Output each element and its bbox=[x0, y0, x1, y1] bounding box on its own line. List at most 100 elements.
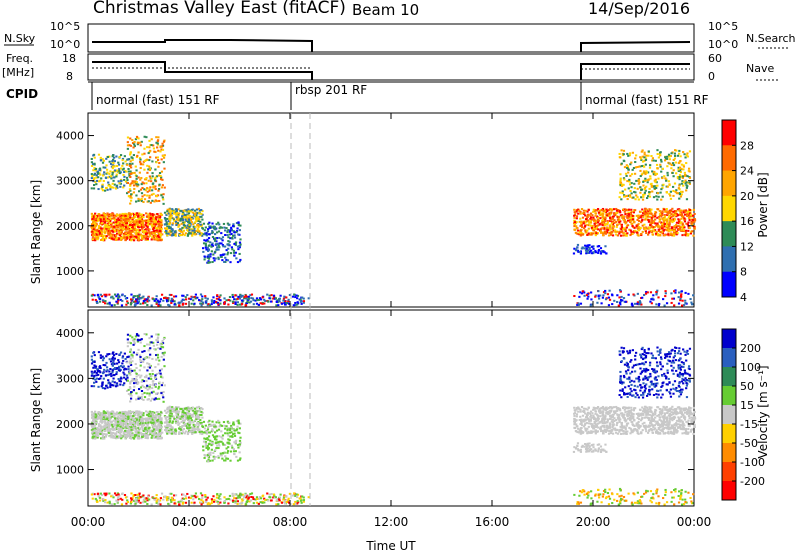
power-echo bbox=[663, 208, 666, 211]
power-echo bbox=[115, 155, 118, 158]
power-echo bbox=[573, 228, 576, 231]
power-echo bbox=[634, 209, 637, 212]
power-echo bbox=[186, 228, 189, 231]
velocity-echo bbox=[106, 417, 109, 420]
power-echo bbox=[688, 181, 691, 184]
velocity-echo bbox=[107, 415, 110, 418]
power-echo bbox=[148, 175, 152, 178]
velocity-echo bbox=[130, 353, 133, 356]
power-echo bbox=[138, 212, 141, 215]
power-echo bbox=[685, 162, 688, 165]
velocity-echo bbox=[100, 431, 103, 434]
power-echo bbox=[287, 300, 290, 303]
power-echo bbox=[657, 296, 660, 299]
power-echo bbox=[684, 179, 687, 182]
power-echo bbox=[608, 298, 612, 301]
power-echo bbox=[158, 216, 161, 219]
power-echo bbox=[227, 240, 230, 243]
power-echo bbox=[166, 297, 169, 300]
power-echo bbox=[602, 291, 606, 294]
power-echo bbox=[163, 227, 167, 230]
power-echo bbox=[126, 232, 129, 235]
power-echo bbox=[162, 193, 165, 196]
power-echo bbox=[277, 299, 281, 302]
power-echo bbox=[118, 295, 121, 298]
power-echo bbox=[234, 301, 237, 304]
power-echo bbox=[125, 170, 128, 173]
power-echo bbox=[129, 199, 133, 202]
power-echo bbox=[225, 249, 228, 252]
power-echo bbox=[665, 155, 669, 158]
power-echo bbox=[612, 208, 616, 211]
velocity-echo bbox=[148, 394, 151, 397]
power-echo bbox=[206, 297, 209, 300]
power-echo bbox=[169, 221, 172, 224]
power-echo bbox=[135, 183, 138, 186]
power-echo bbox=[130, 193, 133, 196]
power-echo bbox=[611, 223, 615, 226]
power-echo bbox=[116, 165, 119, 168]
power-echo bbox=[643, 193, 646, 196]
power-echo bbox=[690, 303, 694, 306]
power-echo bbox=[180, 222, 183, 225]
velocity-echo bbox=[94, 410, 97, 413]
power-echo bbox=[190, 218, 193, 221]
power-echo bbox=[177, 219, 180, 222]
power-echo bbox=[227, 247, 230, 250]
power-echo bbox=[156, 230, 159, 233]
power-echo bbox=[627, 154, 630, 157]
velocity-echo bbox=[146, 436, 149, 439]
power-echo bbox=[99, 173, 102, 176]
power-echo bbox=[683, 220, 687, 223]
power-echo bbox=[609, 225, 612, 228]
power-echo bbox=[148, 196, 151, 199]
power-echo bbox=[202, 250, 205, 253]
power-echo bbox=[622, 153, 625, 156]
power-echo bbox=[672, 175, 675, 178]
power-echo bbox=[661, 222, 664, 225]
power-echo bbox=[594, 214, 597, 217]
velocity-echo bbox=[149, 414, 152, 417]
velocity-echo bbox=[111, 361, 115, 364]
power-echo bbox=[192, 231, 195, 234]
power-echo bbox=[585, 245, 589, 248]
power-echo bbox=[292, 304, 295, 307]
power-echo bbox=[221, 239, 224, 242]
power-echo bbox=[661, 186, 664, 189]
power-echo bbox=[133, 226, 136, 229]
power-echo bbox=[194, 297, 197, 300]
power-echo bbox=[122, 162, 125, 165]
velocity-echo bbox=[146, 424, 149, 427]
power-echo bbox=[140, 234, 143, 237]
power-echo bbox=[106, 219, 109, 222]
power-echo bbox=[273, 296, 276, 299]
power-echo bbox=[671, 234, 674, 237]
power-echo bbox=[606, 214, 609, 217]
power-echo bbox=[93, 237, 96, 240]
power-echo bbox=[584, 224, 587, 227]
velocity-echo bbox=[136, 431, 139, 434]
velocity-echo bbox=[152, 425, 155, 428]
power-echo bbox=[622, 149, 626, 152]
power-echo bbox=[171, 299, 174, 302]
velocity-echo bbox=[93, 435, 96, 438]
power-echo bbox=[150, 193, 154, 196]
power-echo bbox=[673, 157, 677, 160]
power-echo bbox=[652, 173, 656, 176]
velocity-echo bbox=[160, 431, 163, 434]
velocity-data bbox=[90, 332, 697, 506]
velocity-echo bbox=[135, 429, 138, 432]
power-echo bbox=[661, 214, 664, 217]
power-echo bbox=[674, 214, 677, 217]
power-echo bbox=[586, 229, 589, 232]
velocity-echo bbox=[111, 351, 115, 354]
power-echo bbox=[210, 299, 213, 302]
power-echo bbox=[155, 237, 158, 240]
power-echo bbox=[207, 261, 210, 264]
power-echo bbox=[96, 238, 99, 241]
power-echo bbox=[626, 216, 629, 219]
power-echo bbox=[215, 240, 218, 243]
velocity-echo bbox=[110, 375, 113, 378]
power-echo bbox=[173, 303, 176, 306]
power-echo bbox=[215, 231, 219, 234]
